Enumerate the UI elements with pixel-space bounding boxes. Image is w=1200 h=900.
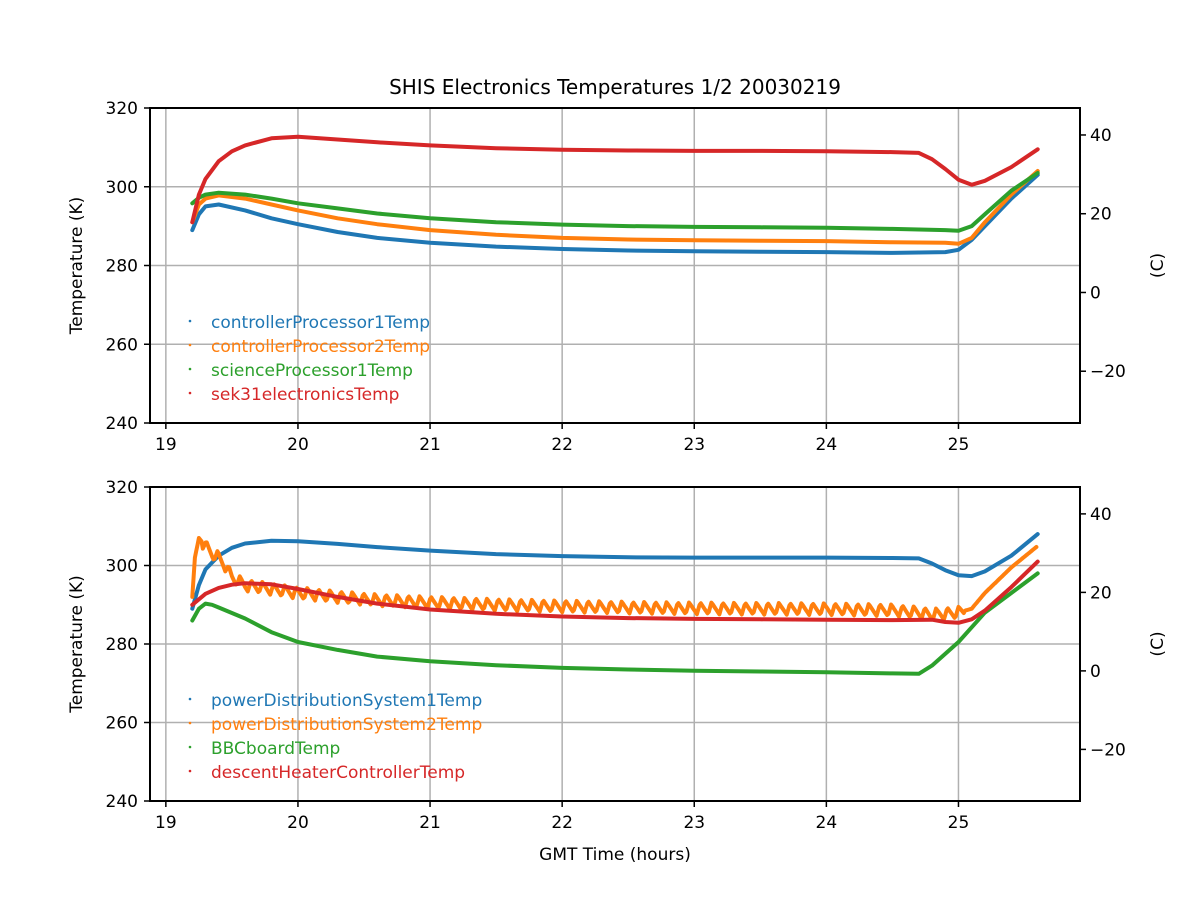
x-tick-label: 24: [816, 813, 838, 833]
x-axis-label: GMT Time (hours): [539, 845, 691, 865]
legend-marker: [188, 391, 192, 395]
legend-marker: [188, 745, 192, 749]
top-panel: 19 20 21 22 23 24 25 240 260 280 300 320 −20 0 20 40 Tem…: [67, 99, 1168, 455]
y-tick-label: 240: [106, 792, 138, 812]
chart-title: SHIS Electronics Temperatures 1/2 200302…: [389, 75, 841, 99]
y-axis-label: Temperature (K): [67, 575, 87, 714]
x-tick-label: 24: [816, 435, 838, 455]
x-tick-label: 22: [551, 435, 573, 455]
legend-label: controllerProcessor2Temp: [211, 337, 430, 357]
legend-label: BBCboardTemp: [211, 739, 340, 759]
y2-tick-label: 20: [1090, 205, 1112, 225]
series-line-descentHeaterControllerTemp: [190, 559, 1040, 625]
legend-marker: [188, 343, 192, 347]
y-axis-label: Temperature (K): [67, 197, 87, 336]
bottom-panel: 19 20 21 22 23 24 25 240 260 280 300 320 −20 0 20 40 Tem…: [67, 478, 1168, 833]
legend-marker: [188, 697, 192, 701]
series-line-sek31electronicsTemp: [190, 134, 1040, 225]
legend-label: powerDistributionSystem1Temp: [211, 691, 482, 711]
x-tick-label: 21: [419, 435, 441, 455]
legend-label: sek31electronicsTemp: [211, 385, 399, 405]
y-tick-label: 320: [106, 99, 138, 119]
y2-tick-label: −20: [1090, 362, 1126, 382]
y-tick-label: 300: [106, 178, 138, 198]
x-tick-label: 25: [948, 435, 970, 455]
y-tick-label: 240: [106, 414, 138, 434]
y2-axis-label: (C): [1148, 253, 1168, 278]
series-line-BBCboardTemp: [190, 571, 1040, 676]
legend-marker: [188, 319, 192, 323]
x-tick-label: 21: [419, 813, 441, 833]
legend-marker: [188, 367, 192, 371]
legend-label: powerDistributionSystem2Temp: [211, 715, 482, 735]
x-tick-label: 25: [948, 813, 970, 833]
y-tick-label: 280: [106, 635, 138, 655]
series-line-powerDistributionSystem2Temp: [190, 536, 1039, 622]
legend-marker: [188, 721, 192, 725]
y2-tick-label: 20: [1090, 583, 1112, 603]
x-tick-label: 22: [551, 813, 573, 833]
series-line-controllerProcessor1Temp: [190, 172, 1040, 255]
x-tick-label: 20: [287, 435, 309, 455]
series-line-scienceProcessor1Temp: [190, 171, 1040, 233]
x-tick-label: 20: [287, 813, 309, 833]
y2-axis-label: (C): [1148, 631, 1168, 656]
series-line-powerDistributionSystem1Temp: [190, 532, 1040, 611]
legend-label: controllerProcessor1Temp: [211, 313, 430, 333]
y2-tick-label: 0: [1090, 662, 1101, 682]
legend-label: scienceProcessor1Temp: [211, 361, 413, 381]
legend-label: descentHeaterControllerTemp: [211, 763, 465, 783]
y2-tick-label: −20: [1090, 740, 1126, 760]
y2-tick-label: 40: [1090, 126, 1112, 146]
series-line-controllerProcessor2Temp: [190, 169, 1040, 246]
y-tick-label: 320: [106, 478, 138, 498]
y-tick-label: 280: [106, 257, 138, 277]
y2-tick-label: 40: [1090, 505, 1112, 525]
x-tick-label: 19: [155, 435, 177, 455]
legend-marker: [188, 769, 192, 773]
x-tick-label: 23: [683, 435, 705, 455]
y-tick-label: 260: [106, 714, 138, 734]
x-tick-label: 23: [683, 813, 705, 833]
y-tick-label: 260: [106, 335, 138, 355]
x-tick-label: 19: [155, 813, 177, 833]
y2-tick-label: 0: [1090, 283, 1101, 303]
y-tick-label: 300: [106, 557, 138, 577]
